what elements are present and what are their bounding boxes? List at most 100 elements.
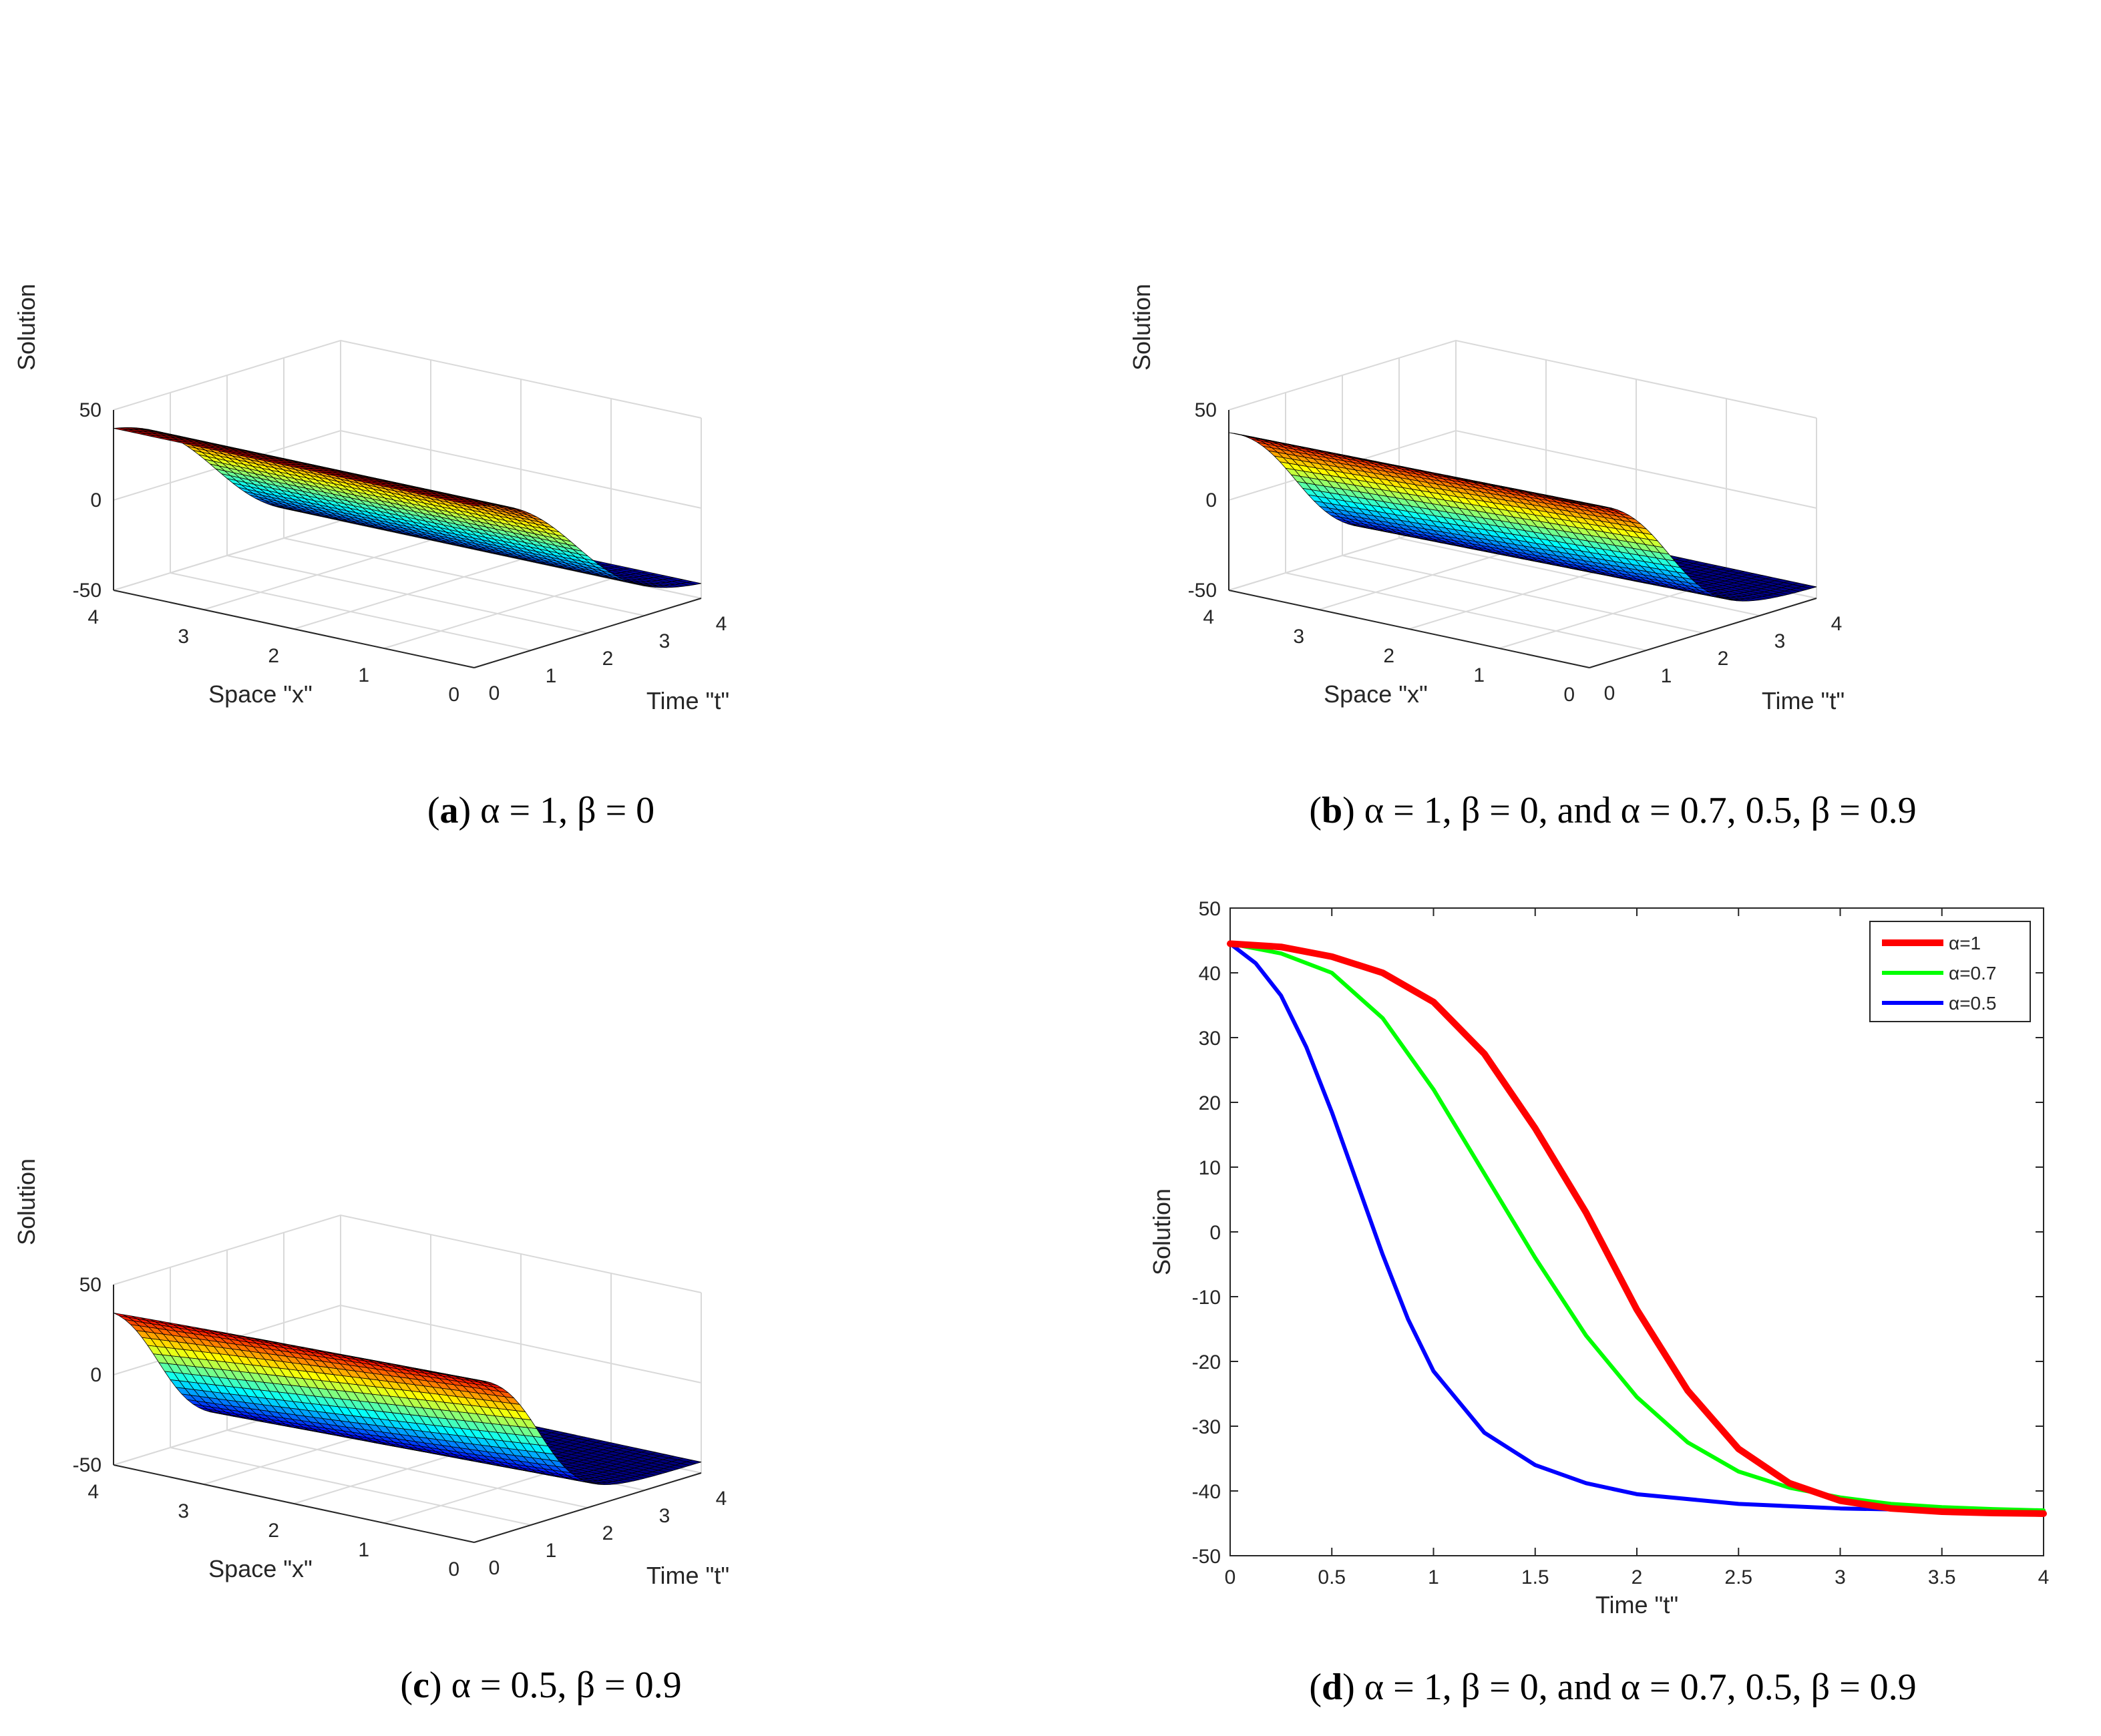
grid-line — [226, 1430, 588, 1508]
t-axis — [473, 598, 702, 668]
line-panel-d: 0 0.5 1 1.5 2 2.5 3 3.5 450403020100-10-20-30-40… — [1148, 898, 2049, 1708]
x-tick-label: 4 — [2038, 1566, 2050, 1588]
x-axis — [113, 590, 475, 668]
x-axis — [1228, 590, 1590, 668]
z-tick-label: -50 — [73, 1454, 102, 1476]
t-tick-label: 1 — [546, 665, 557, 687]
y-tick-label: 40 — [1199, 963, 1221, 985]
t-tick-label: 3 — [659, 630, 671, 652]
x-tick-label: 1.5 — [1521, 1566, 1549, 1588]
y-tick-label: 20 — [1199, 1092, 1221, 1114]
caption-paren: ( — [427, 790, 440, 831]
x-tick-label: 2 — [1632, 1566, 1643, 1588]
x-tick-label: 2 — [1383, 645, 1394, 667]
surface-facet — [465, 503, 480, 506]
grid-line — [113, 1214, 702, 1293]
grid-line — [1228, 339, 1817, 419]
x-tick-label: 1 — [358, 664, 369, 686]
x-tick-label: 0 — [448, 684, 459, 706]
caption-a: (a) α = 1, β = 0 — [427, 790, 654, 831]
grid-line — [1342, 555, 1704, 634]
y-tick-label: -20 — [1192, 1351, 1221, 1373]
z-axis-label: Solution — [13, 1158, 40, 1245]
t-tick-label: 2 — [602, 648, 614, 670]
z-tick-label: -50 — [73, 580, 102, 602]
t-tick-label: 4 — [1831, 613, 1843, 635]
z-tick-label: 50 — [79, 399, 102, 421]
y-tick-label: -10 — [1192, 1287, 1221, 1309]
t-tick-label: 4 — [716, 613, 727, 635]
grid-line — [113, 520, 341, 591]
z-tick-label: 50 — [1195, 399, 1217, 421]
x-tick-label: 2.5 — [1724, 1566, 1752, 1588]
x-tick-label: 4 — [87, 606, 99, 628]
y-tick-label: 10 — [1199, 1157, 1221, 1179]
t-tick-label: 3 — [1774, 630, 1786, 652]
caption-label: b — [1322, 790, 1342, 831]
x-tick-label: 2 — [268, 645, 279, 667]
x-tick-label: 1 — [1473, 664, 1485, 686]
z-tick-label: 0 — [90, 489, 102, 511]
x-tick-label: 4 — [1203, 606, 1214, 628]
x-tick-label: 0 — [1225, 1566, 1236, 1588]
z-tick-label: 0 — [90, 1364, 102, 1386]
t-axis-label: Time "t" — [1762, 687, 1845, 714]
surface-facet — [1580, 503, 1595, 507]
x-axis-label: Space "x" — [208, 680, 313, 708]
x-tick-label: 3.5 — [1928, 1566, 1956, 1588]
grid-line — [283, 537, 645, 616]
x-tick-label: 2 — [268, 1520, 279, 1542]
caption-paren: ( — [1309, 790, 1322, 831]
x-axis-label: Space "x" — [1324, 680, 1428, 708]
t-axis — [473, 1472, 702, 1543]
t-axis — [1589, 598, 1817, 668]
t-tick-label: 2 — [1718, 648, 1729, 670]
x-tick-label: 3 — [178, 1500, 189, 1522]
y-tick-label: 30 — [1199, 1028, 1221, 1050]
grid-line — [113, 339, 702, 419]
surface-panel-b: 50 0 -50 4 3 2 1 0 0 1 2 3 4 Solution Space "x" Time "t… — [1128, 284, 1917, 831]
grid-line — [226, 555, 588, 634]
caption-paren: ) — [429, 1665, 451, 1706]
x-tick-label: 4 — [87, 1481, 99, 1503]
x-tick-label: 3 — [1293, 626, 1304, 648]
grid-line — [1398, 537, 1760, 616]
y-tick-label: 50 — [1199, 898, 1221, 920]
z-axis-label: Solution — [13, 284, 40, 371]
x-tick-label: 0 — [1563, 684, 1575, 706]
z-axis-label: Solution — [1128, 284, 1155, 371]
x-tick-label: 1 — [1428, 1566, 1439, 1588]
t-tick-label: 0 — [1604, 682, 1615, 704]
t-axis-label: Time "t" — [646, 1562, 729, 1589]
caption-paren: ( — [400, 1665, 413, 1706]
grid-line — [203, 539, 431, 610]
surface-facet — [465, 1377, 480, 1381]
t-tick-label: 1 — [546, 1540, 557, 1562]
caption-paren: ) — [1342, 790, 1364, 831]
x-tick-label: 0.5 — [1318, 1566, 1346, 1588]
z-tick-label: 0 — [1205, 489, 1217, 511]
caption-label: a — [440, 790, 459, 831]
y-tick-label: 0 — [1209, 1222, 1221, 1244]
caption-paren: ) — [459, 790, 481, 831]
x-tick-label: 3 — [178, 626, 189, 648]
t-tick-label: 3 — [659, 1505, 671, 1527]
x-axis — [113, 1464, 475, 1543]
caption-text: α = 0.5, β = 0.9 — [451, 1665, 682, 1706]
caption-text: α = 1, β = 0, and α = 0.7, 0.5, β = 0.9 — [1364, 790, 1917, 831]
t-tick-label: 4 — [716, 1488, 727, 1510]
caption-text: α = 1, β = 0 — [480, 790, 654, 831]
t-tick-label: 1 — [1661, 665, 1672, 687]
t-axis-label: Time "t" — [646, 687, 729, 714]
grid-line — [113, 429, 702, 509]
x-tick-label: 0 — [448, 1558, 459, 1580]
x-tick-label: 1 — [358, 1539, 369, 1561]
z-tick-label: 50 — [79, 1274, 102, 1296]
z-tick-label: -50 — [1188, 580, 1217, 602]
t-tick-label: 2 — [602, 1522, 614, 1544]
t-tick-label: 0 — [489, 1557, 500, 1579]
caption-c: (c) α = 0.5, β = 0.9 — [400, 1665, 681, 1706]
